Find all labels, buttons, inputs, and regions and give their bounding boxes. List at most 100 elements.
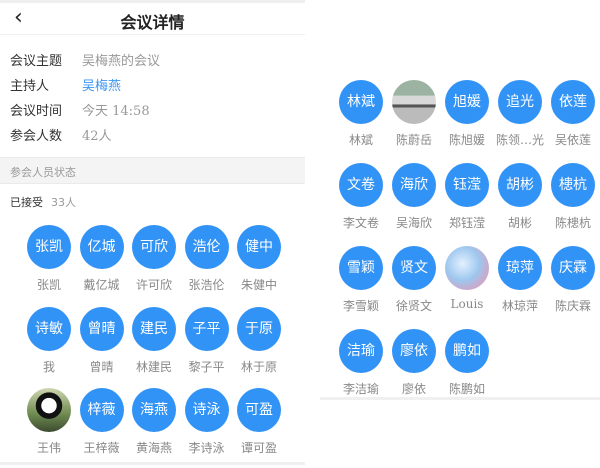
attendee-item[interactable]: 庆霖 陈庆霖 <box>547 246 599 326</box>
avatar: 追光 <box>498 80 542 124</box>
page-title: 会议详情 <box>120 13 185 32</box>
avatar-photo <box>392 80 436 124</box>
host-label: 主持人 <box>10 79 50 94</box>
attendee-item[interactable]: 陈蔚岳 <box>388 80 440 160</box>
attendee-name: 戴亿城 <box>83 278 120 292</box>
attendee-name: 陈槵杭 <box>554 216 591 230</box>
attendee-item[interactable]: 海欣 吴海欣 <box>388 163 440 243</box>
attendee-item[interactable]: 可盈 谭可盈 <box>233 388 285 468</box>
attendee-name: 李雪颖 <box>342 299 379 313</box>
attendee-item[interactable]: 诗泳 李诗泳 <box>181 388 233 468</box>
attendee-name: 许可欣 <box>135 278 172 292</box>
count-value: 42人 <box>82 129 112 144</box>
attendee-name: 陈领…光 <box>495 133 544 147</box>
attendee-name: 李文卷 <box>342 216 379 230</box>
attendee-item[interactable]: 钰滢 郑钰滢 <box>441 163 493 243</box>
attendee-name: 林建民 <box>135 359 172 374</box>
avatar: 庆霖 <box>551 246 595 290</box>
attendee-item[interactable]: 贤文 徐贤文 <box>388 246 440 326</box>
section-header: 参会人员状态 <box>0 157 305 184</box>
attendee-name: 林琼萍 <box>501 299 538 313</box>
avatar: 洁瑜 <box>339 329 383 373</box>
topic-value: 吴梅燕的会议 <box>82 54 161 69</box>
avatar: 钰滢 <box>445 163 489 207</box>
attendee-name: 陈庆霖 <box>554 299 591 313</box>
attendee-item[interactable]: 诗敏我 <box>23 306 75 387</box>
avatar-photo <box>445 246 489 290</box>
attendee-name: 王伟 <box>36 441 61 455</box>
avatar: 旭媛 <box>445 80 489 124</box>
attendee-item[interactable]: 王伟 <box>23 388 75 468</box>
attendee-name: 徐贤文 <box>395 299 432 313</box>
avatar: 子平 <box>184 306 229 351</box>
attendee-item[interactable]: 洁瑜 李洁瑜 <box>335 329 387 409</box>
attendee-item[interactable]: 林斌 林斌 <box>335 80 387 160</box>
attendee-item[interactable]: 海燕 黄海燕 <box>128 388 180 468</box>
attendee-name: 陈蔚岳 <box>395 133 432 147</box>
accepted-count: 33人 <box>51 196 76 209</box>
attendee-name: 陈旭媛 <box>448 133 485 147</box>
attendee-item[interactable]: Louis <box>441 246 493 326</box>
attendee-item[interactable]: 鹏如 陈鹏如 <box>441 329 493 409</box>
attendee-name: 黎子平 <box>188 359 225 374</box>
avatar: 可欣 <box>132 225 176 269</box>
attendee-name: 黄海燕 <box>135 441 172 455</box>
attendee-name: 朱健中 <box>240 278 277 292</box>
section-title: 参会人员状态 <box>10 166 76 179</box>
attendee-item[interactable]: 张凯 张凯 <box>23 225 75 305</box>
host-link[interactable]: 吴梅燕 <box>82 79 122 94</box>
attendee-item[interactable]: 于原 林于原 <box>233 306 285 387</box>
avatar: 海燕 <box>132 388 176 432</box>
attendee-item[interactable]: 浩伦 张浩伦 <box>181 225 233 305</box>
attendee-item[interactable]: 文卷 李文卷 <box>335 163 387 243</box>
attendee-name: 张凯 <box>36 278 61 292</box>
attendee-name: 林斌 <box>348 133 373 147</box>
attendee-item[interactable]: 廖依 廖依 <box>388 329 440 409</box>
attendee-item[interactable]: 依莲 吴依莲 <box>547 80 599 160</box>
attendee-name: 王梓薇 <box>83 441 120 455</box>
avatar: 健中 <box>237 225 281 269</box>
attendee-name: 谭可盈 <box>240 441 277 455</box>
attendee-name: 我 <box>42 359 55 374</box>
attendee-item[interactable]: 旭媛 陈旭媛 <box>441 80 493 160</box>
attendee-name: 吴依莲 <box>554 133 591 147</box>
attendee-item[interactable]: 亿城 戴亿城 <box>76 225 128 305</box>
accepted-label: 已接受 <box>10 196 43 209</box>
avatar: 浩伦 <box>184 225 229 269</box>
avatar-photo <box>27 388 71 432</box>
attendee-item[interactable]: 胡彬 胡彬 <box>494 163 546 243</box>
attendee-name: 廖依 <box>401 382 426 396</box>
avatar: 可盈 <box>237 388 281 432</box>
avatar: 诗泳 <box>184 388 229 432</box>
avatar: 琼萍 <box>498 246 542 290</box>
attendee-name: 陈鹏如 <box>448 382 485 396</box>
attendee-name: 张浩伦 <box>188 278 225 292</box>
attendee-item[interactable]: 建民 林建民 <box>128 306 180 387</box>
attendee-item[interactable]: 追光陈领…光 <box>494 80 546 160</box>
attendee-item[interactable]: 可欣 许可欣 <box>128 225 180 305</box>
topic-label: 会议主题 <box>10 54 63 69</box>
avatar: 鹏如 <box>445 329 489 373</box>
attendee-name: 曾晴 <box>89 359 114 374</box>
attendee-name: 李洁瑜 <box>342 382 379 396</box>
attendee-name: 林于原 <box>240 359 277 374</box>
status-strip <box>0 0 305 3</box>
time-label: 会议时间 <box>10 104 63 119</box>
attendee-item[interactable]: 琼萍 林琼萍 <box>494 246 546 326</box>
avatar: 林斌 <box>339 80 383 124</box>
avatar: 文卷 <box>339 163 383 207</box>
attendee-item[interactable]: 曾晴 曾晴 <box>76 306 128 387</box>
meeting-detail-panel: ‹ 会议详情 会议主题 吴梅燕的会议 主持人 吴梅燕 会议时间 今天 14:58… <box>0 0 305 465</box>
attendee-item[interactable]: 雪颖 李雪颖 <box>335 246 387 326</box>
avatar: 张凯 <box>27 225 71 269</box>
attendee-name: 李诗泳 <box>188 441 225 455</box>
attendee-item[interactable]: 子平 黎子平 <box>181 306 233 387</box>
attendee-item[interactable]: 健中 朱健中 <box>233 225 285 305</box>
avatar: 雪颖 <box>339 246 383 290</box>
count-label: 参会人数 <box>10 129 63 144</box>
attendee-name: 胡彬 <box>507 216 532 230</box>
chevron-left-icon[interactable]: ‹ <box>14 5 23 30</box>
attendee-item[interactable]: 梓薇 王梓薇 <box>76 388 128 468</box>
divider <box>320 397 600 400</box>
attendee-item[interactable]: 槵杭 陈槵杭 <box>547 163 599 243</box>
